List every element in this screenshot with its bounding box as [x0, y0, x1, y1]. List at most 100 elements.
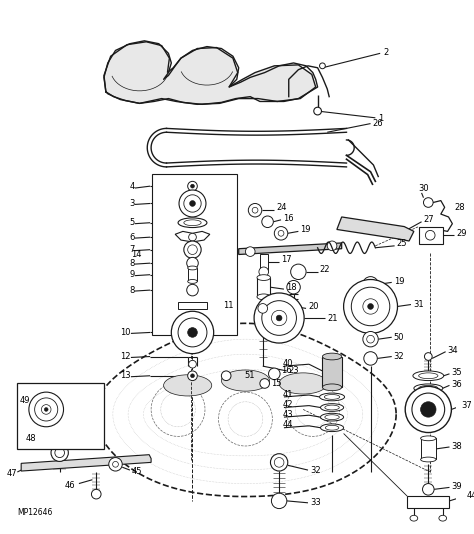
- Polygon shape: [239, 243, 342, 255]
- Ellipse shape: [413, 371, 444, 381]
- Text: 47: 47: [7, 469, 18, 478]
- Ellipse shape: [319, 393, 345, 401]
- Circle shape: [327, 241, 337, 250]
- Text: 25: 25: [397, 239, 407, 248]
- Circle shape: [252, 207, 258, 213]
- Circle shape: [412, 393, 445, 426]
- Circle shape: [363, 277, 378, 292]
- Text: 44: 44: [467, 491, 474, 500]
- Text: 4: 4: [129, 182, 135, 191]
- Circle shape: [364, 352, 377, 365]
- Text: 40: 40: [283, 359, 293, 368]
- Ellipse shape: [279, 373, 327, 394]
- Polygon shape: [175, 231, 210, 242]
- Ellipse shape: [320, 413, 344, 421]
- Text: 28: 28: [454, 203, 465, 212]
- Circle shape: [258, 303, 267, 313]
- Circle shape: [319, 63, 325, 69]
- Ellipse shape: [320, 404, 344, 411]
- Text: 26: 26: [373, 119, 383, 128]
- Text: 39: 39: [451, 482, 462, 491]
- Circle shape: [189, 233, 196, 241]
- Text: 41: 41: [283, 389, 293, 398]
- Text: 21: 21: [327, 313, 338, 323]
- Bar: [260, 255, 267, 272]
- Circle shape: [109, 458, 122, 471]
- Ellipse shape: [439, 515, 447, 521]
- Circle shape: [248, 203, 262, 217]
- Ellipse shape: [178, 218, 207, 227]
- Circle shape: [187, 257, 198, 269]
- Text: 23: 23: [289, 366, 300, 375]
- Ellipse shape: [325, 425, 339, 430]
- Circle shape: [272, 310, 287, 326]
- Ellipse shape: [164, 375, 212, 396]
- Text: 8: 8: [129, 258, 135, 268]
- Text: 31: 31: [413, 300, 424, 309]
- Text: 19: 19: [393, 277, 404, 286]
- Text: 49: 49: [19, 396, 30, 405]
- Text: 16: 16: [283, 214, 293, 223]
- Text: 15: 15: [272, 379, 282, 388]
- Circle shape: [29, 392, 64, 427]
- Circle shape: [188, 371, 197, 381]
- Circle shape: [221, 371, 231, 381]
- Text: 8: 8: [129, 286, 135, 295]
- Ellipse shape: [420, 457, 436, 462]
- Circle shape: [184, 241, 201, 258]
- Ellipse shape: [221, 370, 270, 391]
- Text: 32: 32: [393, 352, 404, 361]
- Text: 30: 30: [419, 184, 429, 193]
- Circle shape: [276, 315, 282, 321]
- Text: 18: 18: [286, 282, 296, 292]
- Text: 11: 11: [223, 301, 234, 310]
- Circle shape: [368, 303, 374, 309]
- Circle shape: [171, 311, 214, 354]
- Text: 29: 29: [456, 229, 467, 238]
- Ellipse shape: [324, 395, 340, 399]
- Circle shape: [423, 198, 433, 207]
- Text: 2: 2: [383, 48, 388, 57]
- Text: 50: 50: [393, 333, 404, 342]
- Text: 42: 42: [283, 400, 293, 409]
- Circle shape: [187, 284, 198, 296]
- Circle shape: [191, 374, 194, 378]
- Text: 48: 48: [26, 434, 36, 443]
- Ellipse shape: [325, 405, 339, 410]
- Circle shape: [35, 398, 58, 421]
- Bar: [152, 174, 237, 335]
- Text: 12: 12: [120, 352, 131, 361]
- Circle shape: [188, 182, 197, 191]
- Text: 24: 24: [276, 203, 287, 212]
- Circle shape: [191, 184, 194, 188]
- Circle shape: [184, 195, 201, 212]
- Ellipse shape: [322, 384, 342, 391]
- Bar: [420, 438, 436, 459]
- Text: 36: 36: [451, 380, 462, 389]
- Circle shape: [41, 405, 51, 414]
- Circle shape: [188, 245, 197, 255]
- Text: 45: 45: [132, 467, 142, 476]
- Text: 22: 22: [319, 265, 330, 274]
- Circle shape: [260, 379, 270, 388]
- Text: 44: 44: [283, 420, 293, 429]
- Circle shape: [44, 407, 48, 411]
- Circle shape: [420, 402, 436, 417]
- Bar: [257, 278, 271, 297]
- Circle shape: [113, 461, 118, 467]
- Circle shape: [262, 216, 273, 227]
- Text: 20: 20: [308, 302, 319, 311]
- Bar: [322, 357, 342, 387]
- Text: 38: 38: [451, 442, 462, 451]
- Polygon shape: [21, 454, 151, 471]
- Bar: [419, 226, 443, 244]
- Text: 46: 46: [64, 481, 75, 490]
- Text: 34: 34: [447, 346, 458, 355]
- Text: 19: 19: [301, 225, 311, 234]
- Circle shape: [314, 107, 321, 115]
- Text: 16: 16: [281, 366, 292, 375]
- Circle shape: [189, 360, 196, 368]
- Circle shape: [363, 332, 378, 347]
- Polygon shape: [337, 217, 414, 241]
- Text: 5: 5: [129, 218, 135, 227]
